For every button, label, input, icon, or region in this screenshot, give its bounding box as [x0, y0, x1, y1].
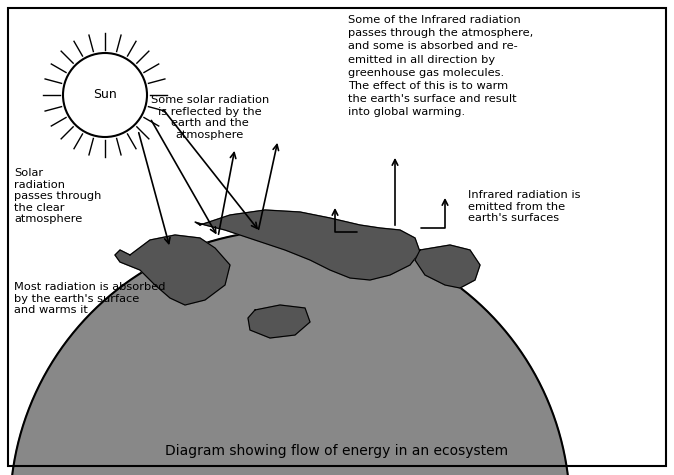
- Polygon shape: [10, 230, 570, 475]
- Polygon shape: [248, 305, 310, 338]
- Text: Some solar radiation
is reflected by the
earth and the
atmosphere: Some solar radiation is reflected by the…: [151, 95, 269, 140]
- Text: Solar
radiation
passes through
the clear
atmosphere: Solar radiation passes through the clear…: [14, 168, 101, 224]
- Polygon shape: [115, 235, 230, 305]
- Text: Infrared radiation is
emitted from the
earth's surfaces: Infrared radiation is emitted from the e…: [468, 190, 580, 223]
- Text: Sun: Sun: [93, 88, 117, 102]
- Circle shape: [63, 53, 147, 137]
- Text: Diagram showing flow of energy in an ecosystem: Diagram showing flow of energy in an eco…: [165, 444, 509, 458]
- Text: Some of the Infrared radiation
passes through the atmosphere,
and some is absorb: Some of the Infrared radiation passes th…: [348, 15, 533, 117]
- Polygon shape: [415, 245, 480, 288]
- Polygon shape: [195, 210, 420, 280]
- Text: Most radiation is absorbed
by the earth's surface
and warms it: Most radiation is absorbed by the earth'…: [14, 282, 166, 315]
